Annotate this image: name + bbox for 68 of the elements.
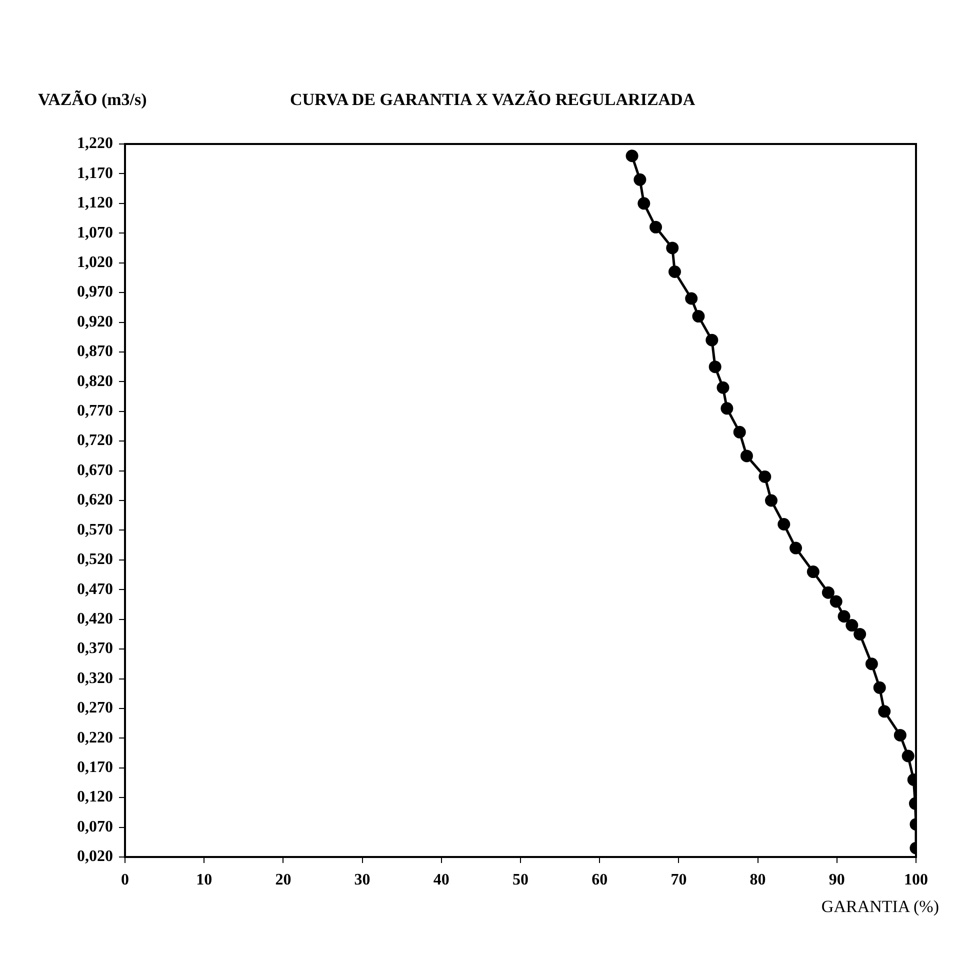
- point: [626, 150, 638, 162]
- y-tick-label: 1,020: [77, 254, 113, 271]
- y-tick-label: 0,870: [77, 343, 113, 360]
- y-tick-label: 0,570: [77, 521, 113, 538]
- y-tick-label: 0,020: [77, 848, 113, 866]
- x-tick-label: 50: [512, 872, 528, 889]
- point: [720, 402, 734, 415]
- y-tick-label: 1,070: [77, 224, 113, 242]
- point: [806, 566, 820, 578]
- y-tick-label: 0,370: [77, 640, 113, 658]
- y-tick-label: 0,070: [77, 818, 113, 836]
- y-tick-label: 0,720: [77, 432, 113, 450]
- y-tick-label: 0,620: [77, 492, 113, 509]
- point: [902, 750, 914, 762]
- x-tick-label: 60: [592, 872, 608, 889]
- point: [740, 450, 753, 462]
- point: [733, 426, 746, 438]
- point: [854, 628, 866, 640]
- point: [878, 705, 891, 718]
- x-tick-label: 0: [121, 872, 129, 889]
- y-tick-label: 0,270: [77, 700, 113, 717]
- point: [638, 197, 650, 210]
- point: [758, 470, 772, 483]
- point: [708, 360, 722, 374]
- x-tick-label: 80: [750, 872, 766, 889]
- y-tick-label: 0,320: [77, 670, 113, 687]
- y-tick-label: 0,220: [77, 729, 113, 746]
- point: [716, 381, 730, 394]
- point: [846, 619, 858, 632]
- y-tick-label: 0,920: [77, 313, 113, 330]
- point: [894, 728, 906, 742]
- x-tick-label: 100: [904, 872, 928, 889]
- point: [790, 542, 802, 554]
- point: [706, 334, 718, 346]
- x-tick-label: 20: [275, 872, 292, 889]
- point: [830, 595, 842, 608]
- y-tick-label: 0,120: [77, 788, 113, 806]
- point: [650, 220, 662, 234]
- point: [778, 518, 790, 531]
- y-tick-label: 0,970: [77, 284, 113, 301]
- chart-title: CURVA DE GARANTIA X VAZÃO REGULARIZADA: [290, 90, 696, 110]
- x-tick-label: 30: [354, 872, 370, 889]
- point: [668, 265, 681, 278]
- point: [692, 310, 705, 323]
- point: [873, 681, 886, 694]
- point: [685, 292, 698, 305]
- y-tick-label: 1,220: [77, 135, 113, 152]
- y-tick-label: 0,420: [77, 610, 113, 628]
- y-tick-label: 1,170: [77, 164, 113, 182]
- point: [865, 658, 878, 670]
- y-tick-label: 0,520: [77, 551, 113, 568]
- point: [666, 242, 679, 254]
- x-tick-label: 40: [433, 872, 450, 889]
- y-tick-label: 0,820: [77, 372, 113, 390]
- point: [764, 494, 778, 507]
- x-tick-label: 70: [670, 872, 687, 889]
- point: [838, 610, 850, 623]
- y-tick-label: 0,170: [77, 759, 113, 776]
- y-tick-label: 0,770: [77, 402, 113, 420]
- point: [822, 586, 834, 599]
- y-tick-label: 0,470: [77, 580, 113, 598]
- x-tick-label: 90: [828, 872, 845, 889]
- y-tick-label: 1,120: [77, 194, 113, 212]
- x-axis-title: GARANTIA (%): [821, 897, 939, 917]
- point: [634, 173, 646, 186]
- x-tick-label: 10: [196, 872, 212, 889]
- y-tick-label: 0,670: [77, 462, 113, 479]
- y-axis-title: VAZÃO (m3/s): [38, 90, 147, 110]
